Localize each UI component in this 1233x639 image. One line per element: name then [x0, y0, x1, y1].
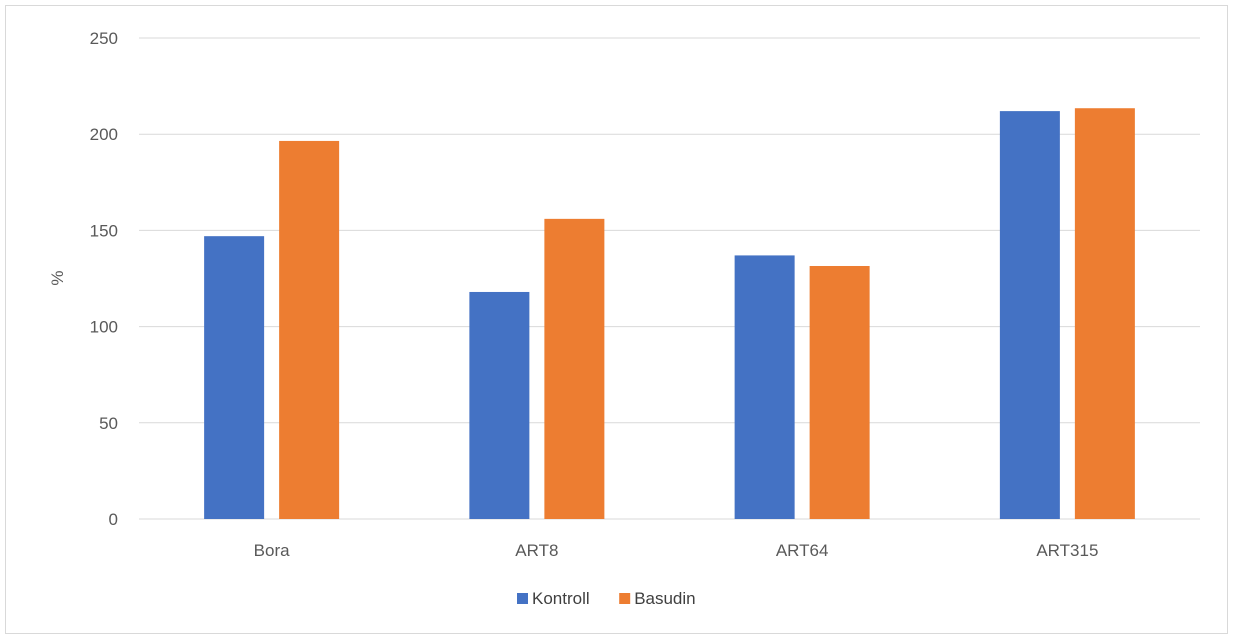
- bar-kontroll-art64: [734, 255, 795, 520]
- x-axis-ticks: Bora ART8 ART64 ART315: [254, 541, 1099, 560]
- bar-basudin-bora: [279, 140, 340, 519]
- bar-kontroll-art315: [999, 111, 1060, 519]
- y-axis-ticks: 0 50 100 150 200 250: [90, 29, 118, 529]
- legend: Kontroll Basudin: [517, 589, 696, 608]
- y-tick-label: 0: [109, 510, 118, 529]
- legend-swatch-kontroll: [517, 593, 528, 604]
- y-tick-label: 250: [90, 29, 118, 48]
- legend-label: Basudin: [634, 589, 695, 608]
- y-tick-label: 150: [90, 221, 118, 240]
- legend-swatch-basudin: [619, 593, 631, 604]
- y-tick-label: 100: [90, 318, 118, 337]
- y-tick-label: 50: [99, 414, 118, 433]
- bar-kontroll-art8: [469, 291, 530, 519]
- x-tick-label: ART315: [1036, 541, 1098, 560]
- bar-kontroll-bora: [204, 236, 265, 519]
- bar-basudin-art64: [809, 265, 870, 519]
- legend-label: Kontroll: [532, 589, 590, 608]
- x-tick-label: ART8: [515, 541, 558, 560]
- x-tick-label: ART64: [776, 541, 829, 560]
- bar-basudin-art315: [1074, 108, 1135, 519]
- bars: [204, 108, 1135, 520]
- y-tick-label: 200: [90, 125, 118, 144]
- y-axis-title: %: [48, 270, 67, 285]
- bar-basudin-art8: [544, 218, 605, 519]
- x-tick-label: Bora: [254, 541, 290, 560]
